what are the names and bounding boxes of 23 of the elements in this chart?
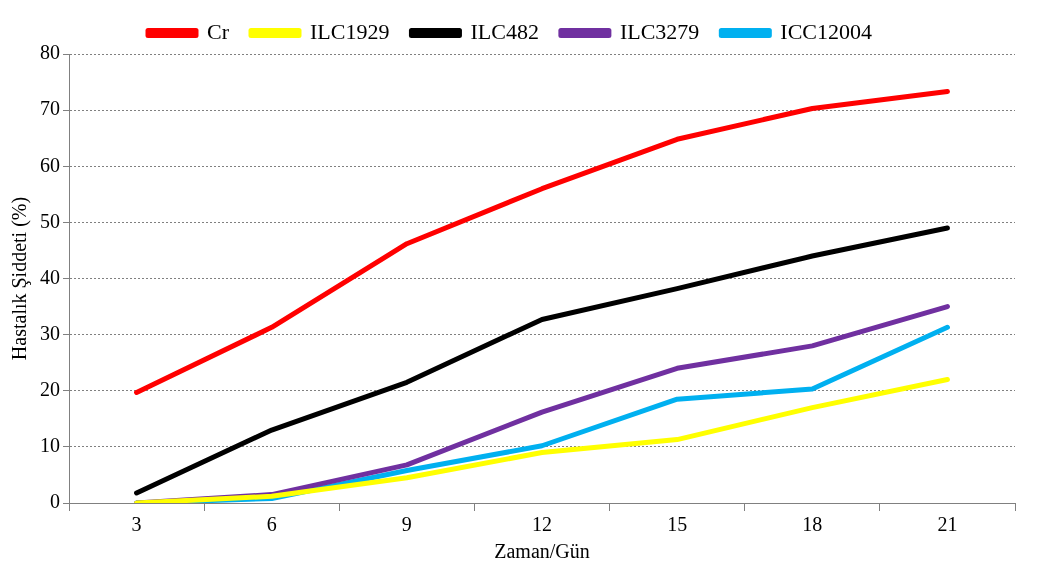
y-tick-label: 20: [40, 378, 60, 400]
legend-label: ICC12004: [780, 18, 873, 44]
x-tick-label: 9: [401, 513, 412, 536]
y-tick-label: 60: [40, 153, 60, 176]
legend-label: ILC482: [470, 18, 539, 44]
x-tick-label: 12: [532, 513, 552, 536]
x-tick-label: 18: [802, 513, 823, 536]
y-axis-title: Hastalık Şiddeti (%): [8, 196, 32, 361]
y-tick-label: 0: [50, 490, 60, 513]
legend-label: Cr: [207, 18, 230, 44]
x-tick-label: 6: [266, 513, 277, 536]
y-tick-label: 50: [40, 209, 60, 232]
y-tick-label: 30: [40, 321, 60, 344]
y-tick-label: 70: [40, 97, 60, 120]
legend-label: ILC1929: [310, 18, 390, 44]
x-tick-label: 21: [937, 513, 958, 536]
legend-label: ILC3279: [619, 18, 700, 44]
y-tick-label: 80: [40, 41, 60, 64]
x-tick-label: 3: [131, 513, 142, 536]
x-tick-label: 15: [667, 513, 688, 536]
y-tick-label: 40: [40, 265, 60, 288]
x-axis-title: Zaman/Gün: [494, 540, 590, 563]
y-tick-label: 10: [40, 434, 60, 457]
